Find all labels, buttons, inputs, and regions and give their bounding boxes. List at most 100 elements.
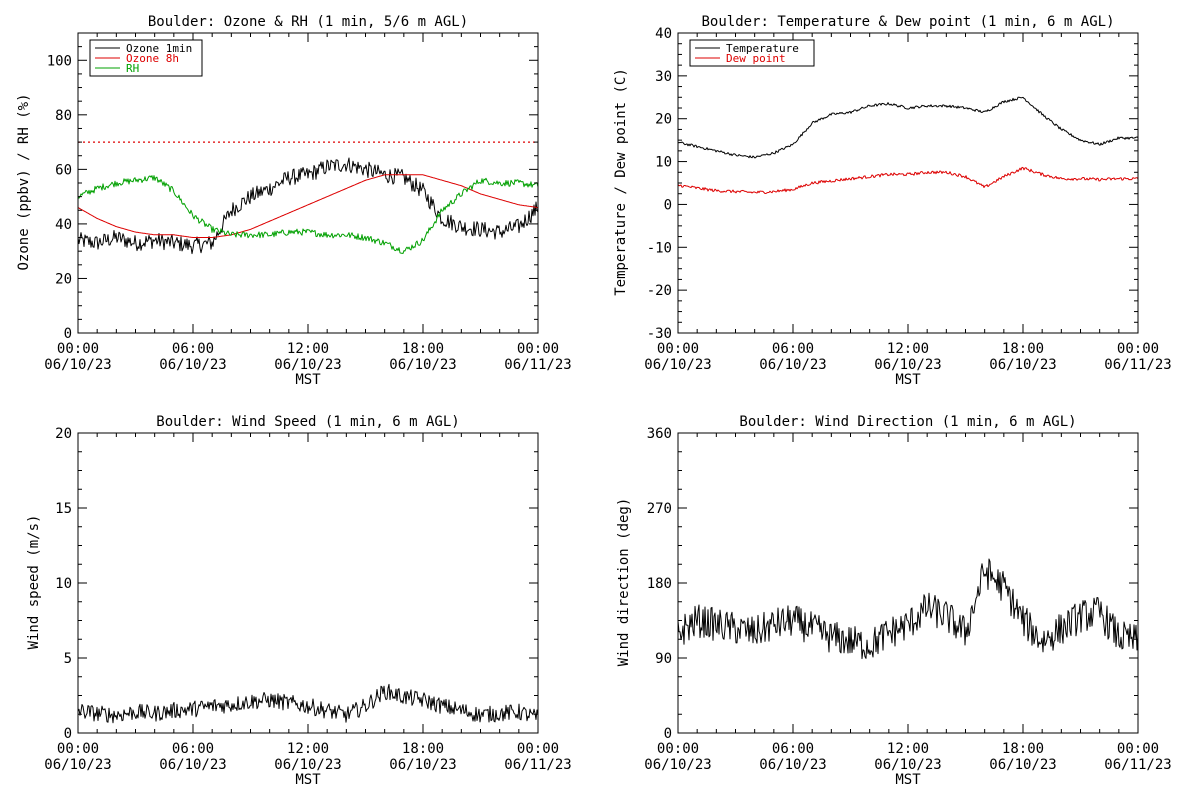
x-tick-label-date: 06/10/23 [159, 357, 226, 373]
x-tick-label-time: 18:00 [1002, 341, 1044, 357]
series-line [677, 558, 1139, 660]
y-tick-label: 80 [55, 108, 72, 124]
y-axis-label: Wind direction (deg) [616, 498, 632, 667]
panel-wind-direction: Boulder: Wind Direction (1 min, 6 m AGL)… [616, 414, 1172, 788]
series-line [77, 174, 539, 238]
x-tick-label-date: 06/10/23 [874, 757, 941, 773]
x-tick-label-time: 00:00 [657, 741, 699, 757]
y-axis-label: Ozone (ppbv) / RH (%) [16, 93, 32, 270]
x-tick-label-date: 06/11/23 [1104, 357, 1171, 373]
axis-ticks: 09018027036000:0006/10/2306:0006/10/2312… [644, 426, 1171, 773]
series-lines [77, 157, 539, 255]
panel-title: Boulder: Wind Speed (1 min, 6 m AGL) [156, 414, 459, 430]
y-axis-label: Wind speed (m/s) [26, 515, 42, 650]
y-tick-label: 180 [647, 576, 672, 592]
y-tick-label: -20 [647, 283, 672, 299]
x-tick-label-time: 00:00 [1117, 741, 1159, 757]
x-tick-label-date: 06/10/23 [644, 357, 711, 373]
x-tick-label-date: 06/10/23 [274, 757, 341, 773]
x-axis-caption: MST [295, 372, 321, 388]
y-tick-label: -10 [647, 240, 672, 256]
y-tick-label: 40 [655, 26, 672, 42]
y-tick-label: 10 [55, 576, 72, 592]
series-lines [677, 558, 1139, 660]
y-tick-label: 0 [664, 726, 672, 742]
x-tick-label-time: 00:00 [57, 341, 99, 357]
panel-title: Boulder: Temperature & Dew point (1 min,… [701, 14, 1114, 30]
series-line [677, 166, 1139, 194]
x-tick-label-date: 06/10/23 [989, 757, 1056, 773]
x-axis-caption: MST [295, 772, 321, 788]
y-tick-label: -30 [647, 326, 672, 342]
x-axis-caption: MST [895, 772, 921, 788]
x-tick-label-date: 06/10/23 [759, 757, 826, 773]
x-tick-label-time: 12:00 [887, 341, 929, 357]
y-tick-label: 10 [655, 155, 672, 171]
legend-label: Ozone 8h [126, 52, 179, 65]
x-tick-label-date: 06/10/23 [644, 757, 711, 773]
x-tick-label-date: 06/10/23 [159, 757, 226, 773]
x-tick-label-time: 06:00 [172, 341, 214, 357]
axis-ticks: 02040608010000:0006/10/2306:0006/10/2312… [44, 32, 572, 373]
panel-ozone-rh: Boulder: Ozone & RH (1 min, 5/6 m AGL) O… [16, 14, 572, 388]
y-tick-label: 0 [64, 726, 72, 742]
legend-box [689, 39, 815, 67]
y-tick-label: 5 [64, 651, 72, 667]
x-tick-label-time: 00:00 [517, 341, 559, 357]
y-tick-label: 40 [55, 217, 72, 233]
x-tick-label-date: 06/10/23 [759, 357, 826, 373]
series-line [77, 157, 539, 255]
y-tick-label: 270 [647, 501, 672, 517]
y-tick-label: 20 [655, 112, 672, 128]
series-line [677, 96, 1139, 159]
y-tick-label: 0 [64, 326, 72, 342]
y-tick-label: 360 [647, 426, 672, 442]
legend-label: Temperature [726, 42, 799, 55]
x-tick-label-date: 06/10/23 [989, 357, 1056, 373]
x-tick-label-date: 06/10/23 [44, 757, 111, 773]
y-tick-label: 30 [655, 69, 672, 85]
x-tick-label-time: 00:00 [517, 741, 559, 757]
panel-temperature-dewpoint: Boulder: Temperature & Dew point (1 min,… [613, 14, 1172, 388]
x-tick-label-time: 18:00 [402, 341, 444, 357]
y-tick-label: 15 [55, 501, 72, 517]
y-tick-label: 0 [664, 197, 672, 213]
x-tick-label-time: 06:00 [172, 741, 214, 757]
x-tick-label-date: 06/11/23 [504, 757, 571, 773]
legend-label: RH [126, 62, 139, 75]
axis-ticks: -30-20-1001020304000:0006/10/2306:0006/1… [644, 26, 1171, 373]
series-lines [77, 683, 539, 724]
x-tick-label-time: 18:00 [1002, 741, 1044, 757]
x-tick-label-date: 06/10/23 [389, 757, 456, 773]
y-tick-label: 100 [47, 53, 72, 69]
x-axis-caption: MST [895, 372, 921, 388]
x-tick-label-time: 00:00 [1117, 341, 1159, 357]
x-tick-label-date: 06/10/23 [389, 357, 456, 373]
series-line [77, 175, 539, 254]
y-tick-label: 60 [55, 162, 72, 178]
x-tick-label-time: 00:00 [657, 341, 699, 357]
y-axis-label: Temperature / Dew point (C) [613, 68, 629, 296]
x-tick-label-time: 12:00 [287, 341, 329, 357]
axis-ticks: 0510152000:0006/10/2306:0006/10/2312:000… [44, 426, 571, 773]
y-tick-label: 20 [55, 271, 72, 287]
series-lines [677, 96, 1139, 194]
panel-title: Boulder: Ozone & RH (1 min, 5/6 m AGL) [148, 14, 468, 30]
x-tick-label-time: 18:00 [402, 741, 444, 757]
series-line [77, 683, 539, 724]
panel-wind-speed: Boulder: Wind Speed (1 min, 6 m AGL) Win… [26, 414, 572, 788]
x-tick-label-time: 12:00 [287, 741, 329, 757]
panel-title: Boulder: Wind Direction (1 min, 6 m AGL) [739, 414, 1076, 430]
x-tick-label-date: 06/10/23 [874, 357, 941, 373]
x-tick-label-time: 06:00 [772, 341, 814, 357]
legend-label: Ozone 1min [126, 42, 192, 55]
x-tick-label-date: 06/10/23 [44, 357, 111, 373]
y-tick-label: 90 [655, 651, 672, 667]
x-tick-label-date: 06/11/23 [504, 357, 571, 373]
x-tick-label-date: 06/10/23 [274, 357, 341, 373]
legend-label: Dew point [726, 52, 786, 65]
